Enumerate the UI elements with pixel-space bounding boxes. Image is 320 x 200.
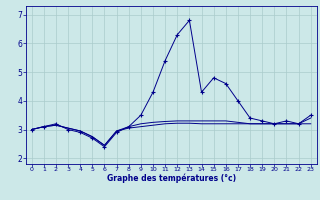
X-axis label: Graphe des températures (°c): Graphe des températures (°c) <box>107 174 236 183</box>
